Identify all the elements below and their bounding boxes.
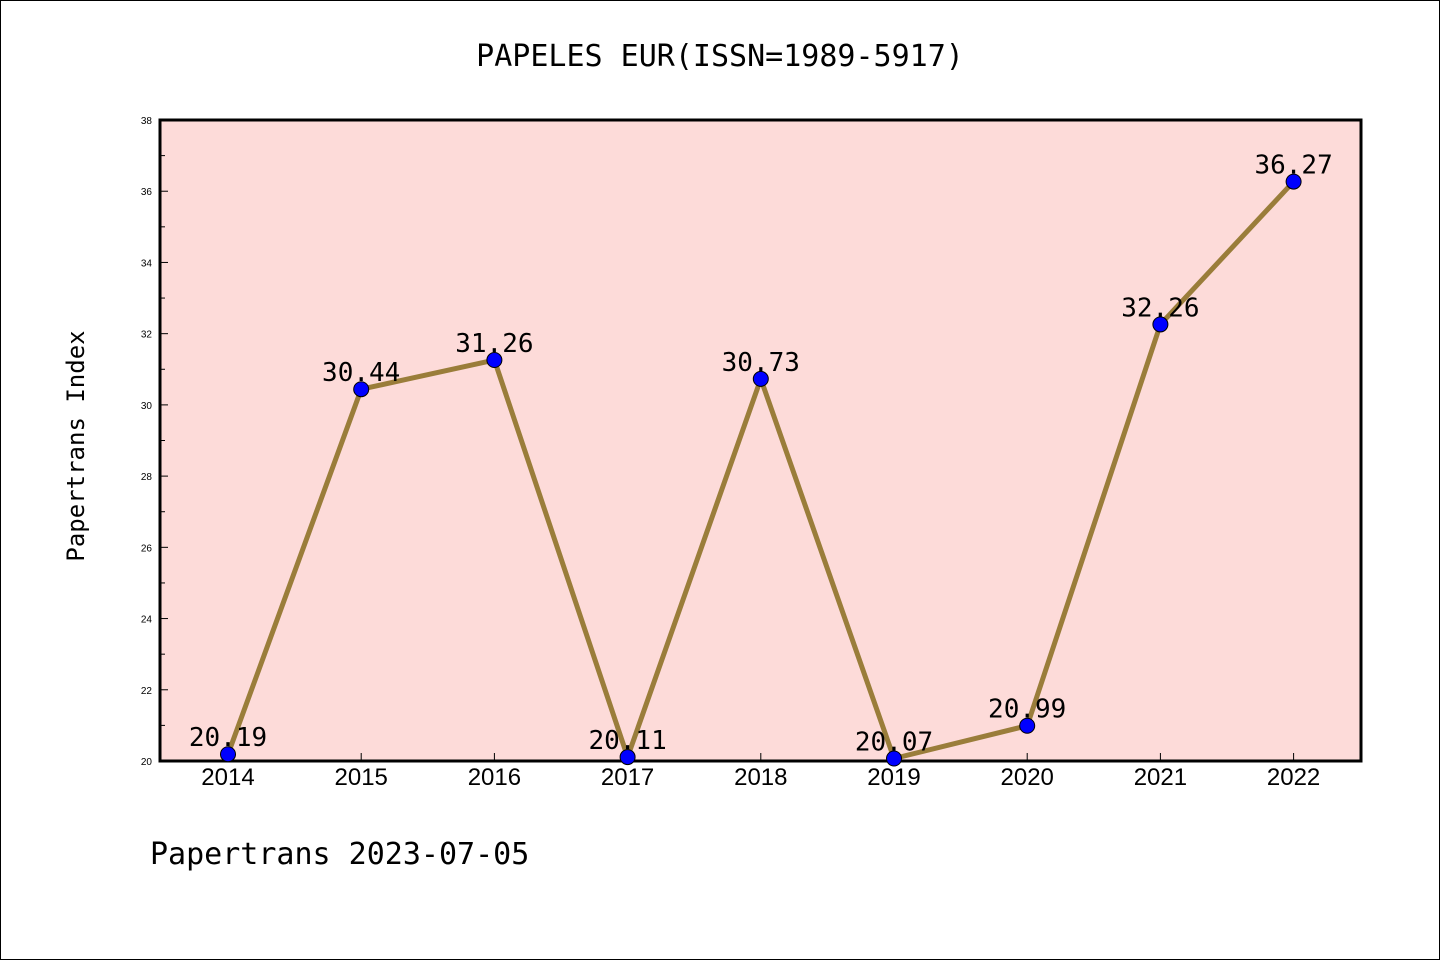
data-point (619, 749, 636, 766)
data-label: 32.26 (1121, 293, 1199, 323)
x-tick-label: 2019 (867, 764, 920, 791)
y-tick-label: 24 (141, 615, 153, 626)
y-tick-label: 22 (141, 686, 153, 697)
data-point (220, 746, 236, 763)
data-label: 31.26 (455, 329, 533, 359)
data-label: 36.27 (1254, 151, 1332, 181)
y-tick-label: 26 (141, 543, 153, 554)
data-point (1152, 316, 1169, 333)
data-label: 30.73 (722, 348, 800, 378)
data-point (1285, 173, 1302, 190)
data-label: 30.44 (322, 358, 400, 388)
x-tick-label: 2016 (468, 764, 521, 791)
x-axis: 2014 2015 2016 2017 2018 2019 2020 2021 2022 (201, 753, 1320, 791)
data-label: 20.11 (588, 726, 666, 756)
plot-area (158, 118, 1363, 763)
x-tick-label: 2015 (335, 764, 388, 791)
chart-title: PAPELES EUR(ISSN=1989-5917) (476, 39, 964, 74)
footer-text: Papertrans 2023-07-05 (150, 837, 529, 872)
x-tick-label: 2020 (1001, 764, 1054, 791)
data-point (353, 381, 370, 398)
data-label: 20.07 (855, 728, 933, 758)
x-tick-label: 2014 (201, 764, 254, 791)
y-axis: 20 22 24 26 28 30 32 34 36 38 (141, 116, 168, 768)
y-tick-label: 34 (141, 258, 153, 269)
y-tick-label: 20 (141, 757, 153, 768)
data-point (486, 352, 503, 369)
data-point (752, 370, 769, 387)
data-point (886, 750, 902, 767)
y-tick-label: 38 (141, 116, 153, 127)
data-point (1019, 717, 1036, 734)
y-tick-label: 28 (141, 472, 153, 483)
x-tick-label: 2021 (1134, 764, 1187, 791)
x-tick-label: 2022 (1267, 764, 1320, 791)
y-axis-label: Papertrans Index (62, 330, 90, 561)
data-label: 20.19 (189, 723, 267, 753)
data-labels: 20.19 30.44 31.26 20.11 30.73 20.07 20.99 32.26… (189, 151, 1333, 758)
data-label: 20.99 (988, 695, 1066, 725)
y-tick-label: 32 (141, 330, 153, 341)
x-tick-label: 2018 (734, 764, 787, 791)
y-tick-label: 36 (141, 187, 153, 198)
y-tick-label: 30 (141, 401, 153, 412)
series-layer (220, 173, 1302, 767)
x-tick-label: 2017 (601, 764, 654, 791)
